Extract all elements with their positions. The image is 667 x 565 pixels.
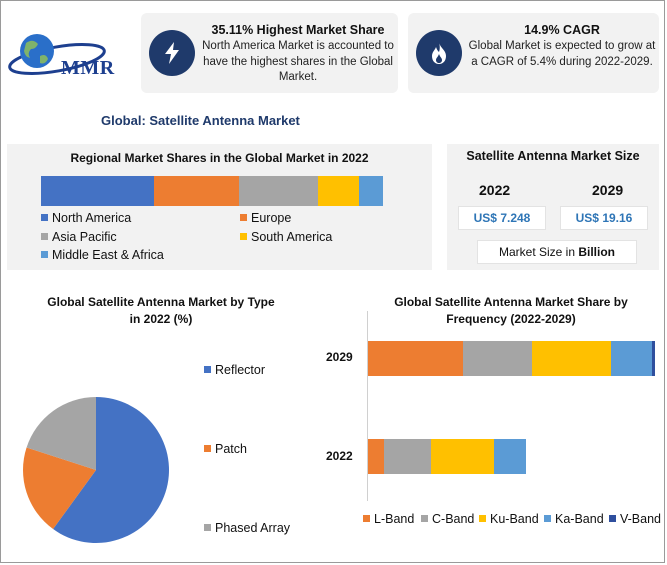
legend-swatch — [204, 366, 211, 373]
highest-share-text: North America Market is accounted to hav… — [202, 40, 394, 83]
size-unit-bold: Billion — [578, 245, 616, 259]
frequency-title-line-1: Global Satellite Antenna Market Share by — [394, 295, 628, 309]
legend-label: C-Band — [432, 512, 475, 526]
legend-swatch — [41, 233, 48, 240]
legend-swatch — [204, 445, 211, 452]
legend-label: South America — [251, 230, 333, 244]
highest-share-card: 35.11% Highest Market Share North Americ… — [141, 13, 398, 93]
cagr-title: 14.9% CAGR — [524, 23, 600, 37]
frequency-bar-segment — [610, 341, 652, 376]
frequency-bar-segment — [383, 439, 432, 474]
frequency-bar-segment — [431, 439, 495, 474]
legend-label: Ku-Band — [490, 512, 539, 526]
frequency-category-2029: 2029 — [326, 350, 353, 364]
legend-swatch — [421, 515, 428, 522]
frequency-axis-line — [367, 311, 368, 501]
freq-legend-ka-band: Ka-Band — [544, 512, 604, 526]
legend-label: Ka-Band — [555, 512, 604, 526]
legend-label: Reflector — [215, 363, 266, 377]
size-value-2022: US$ 7.248 — [458, 206, 546, 230]
freq-legend-l-band: L-Band — [363, 512, 414, 526]
mmr-logo — [8, 34, 106, 75]
frequency-bar-segment — [368, 439, 384, 474]
legend-middle-east-africa: Middle East & Africa — [41, 248, 164, 262]
regional-bar-segment — [318, 176, 360, 206]
legend-swatch — [240, 214, 247, 221]
regional-bar-segment — [41, 176, 154, 206]
lightning-icon — [149, 30, 195, 76]
market-size-title: Satellite Antenna Market Size — [466, 149, 640, 163]
legend-label: L-Band — [374, 512, 415, 526]
regional-chart-title: Regional Market Shares in the Global Mar… — [70, 151, 369, 165]
frequency-bar-segment — [531, 341, 611, 376]
regional-bar-segment — [153, 176, 240, 206]
freq-legend-c-band: C-Band — [421, 512, 474, 526]
frequency-bar-segment — [462, 341, 532, 376]
legend-label: Europe — [251, 211, 292, 225]
legend-europe: Europe — [240, 211, 291, 225]
frequency-chart-title: Global Satellite Antenna Market Share by… — [361, 294, 661, 328]
main-title: Global: Satellite Antenna Market — [101, 113, 300, 128]
pie-title-line-2: in 2022 (%) — [129, 312, 193, 326]
highest-share-title: 35.11% Highest Market Share — [211, 23, 385, 37]
frequency-stacked-bars — [368, 339, 658, 475]
legend-swatch — [609, 515, 616, 522]
legend-label: Patch — [215, 442, 247, 456]
size-year-2029: 2029 — [592, 182, 624, 198]
flame-icon — [416, 30, 462, 76]
legend-label: V-Band — [620, 512, 662, 526]
legend-swatch — [240, 233, 247, 240]
pie-chart-title: Global Satellite Antenna Market by Type … — [11, 294, 311, 328]
frequency-bar-segment — [368, 341, 463, 376]
size-value-2029: US$ 19.16 — [560, 206, 648, 230]
legend-swatch — [41, 251, 48, 258]
legend-label: Middle East & Africa — [52, 248, 164, 262]
logo-text: MMR — [61, 57, 115, 79]
legend-swatch — [204, 524, 211, 531]
size-year-2022: 2022 — [479, 182, 511, 198]
regional-share-panel: Regional Market Shares in the Global Mar… — [7, 144, 432, 270]
pie-slice — [26, 397, 96, 470]
legend-label: Phased Array — [215, 521, 291, 535]
cagr-card: 14.9% CAGR Global Market is expected to … — [408, 13, 659, 93]
pie-slice — [22, 447, 96, 530]
pie-title-line-1: Global Satellite Antenna Market by Type — [47, 295, 275, 309]
freq-legend-v-band: V-Band — [609, 512, 661, 526]
legend-swatch — [363, 515, 370, 522]
legend-swatch — [544, 515, 551, 522]
legend-north-america: North America — [41, 211, 131, 225]
regional-stacked-bar — [41, 176, 383, 206]
legend-asia-pacific: Asia Pacific — [41, 230, 117, 244]
frequency-title-line-2: Frequency (2022-2029) — [446, 312, 576, 326]
freq-legend-ku-band: Ku-Band — [479, 512, 539, 526]
cagr-text: Global Market is expected to grow at a C… — [468, 40, 656, 68]
market-size-unit: Market Size in Billion — [477, 240, 637, 264]
frequency-bar-segment — [494, 439, 526, 474]
regional-bar-segment — [239, 176, 319, 206]
legend-swatch — [41, 214, 48, 221]
frequency-bar-segment — [651, 341, 655, 376]
market-size-panel: Satellite Antenna Market Size 2022 2029 … — [447, 144, 659, 270]
type-pie-chart — [22, 397, 169, 543]
pie-legend-patch: Patch — [204, 442, 247, 456]
legend-swatch — [479, 515, 486, 522]
legend-south-america: South America — [240, 230, 332, 244]
pie-legend-reflector: Reflector — [204, 363, 265, 377]
pie-slice — [53, 397, 169, 543]
size-unit-prefix: Market Size in — [498, 245, 579, 259]
frequency-category-2022: 2022 — [326, 449, 353, 463]
regional-bar-segment — [359, 176, 383, 206]
legend-label: Asia Pacific — [52, 230, 117, 244]
pie-legend-phased-array: Phased Array — [204, 521, 290, 535]
legend-label: North America — [52, 211, 132, 225]
